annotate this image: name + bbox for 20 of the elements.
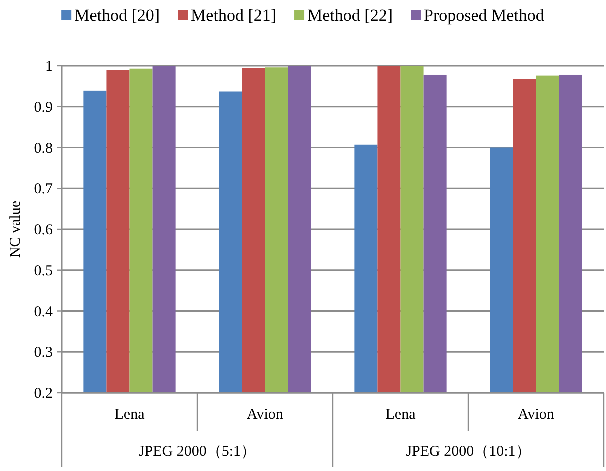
legend-label: Proposed Method: [424, 6, 545, 25]
y-tick-label: 0.3: [34, 345, 53, 362]
y-tick-label: 0.6: [34, 222, 54, 238]
y-tick-label: 0.2: [34, 386, 53, 402]
x-tick-label: Lena: [386, 407, 416, 423]
text: JPEG 2000（10:1）: [406, 444, 531, 460]
y-tick-label: 0.8: [34, 140, 53, 157]
y-tick-label: 0.4: [34, 304, 54, 320]
text: JPEG 2000（5:1）: [138, 444, 256, 460]
legend-label: Method [22]: [308, 6, 393, 25]
y-tick-label: 1: [46, 59, 53, 75]
y-axis-title: NC value: [8, 200, 24, 258]
legend-label: Method [21]: [191, 6, 277, 25]
y-tick-label: 0.9: [34, 100, 53, 116]
x-tick-label: Lena: [114, 407, 146, 423]
y-tick-label: 0.7: [34, 182, 54, 198]
legend-label: Method [20]: [74, 6, 160, 25]
x-tick-label: Avion: [518, 407, 555, 423]
y-tick-label: 0.5: [34, 263, 53, 280]
x-tick-label: Avion: [247, 407, 284, 423]
